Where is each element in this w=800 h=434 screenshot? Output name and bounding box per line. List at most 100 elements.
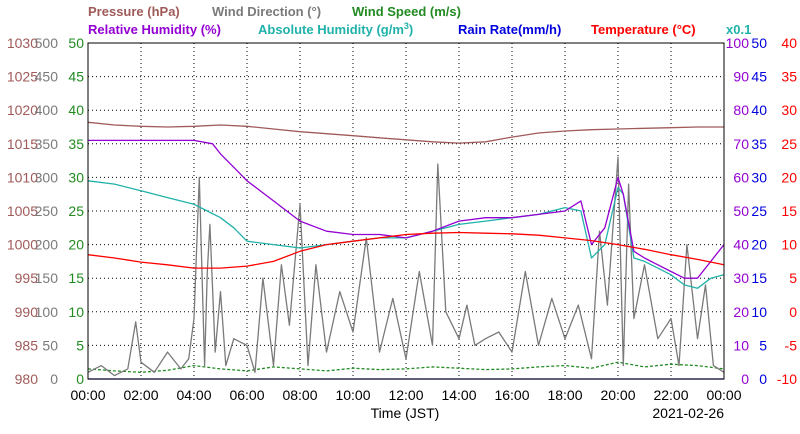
wind-speed-tick-label: 30	[68, 169, 84, 185]
wind-dir-tick-label: 350	[35, 136, 59, 152]
x-tick-label: 12:00	[388, 387, 423, 403]
rain-tick-label: 20	[751, 237, 767, 253]
temperature-tick-label: 35	[781, 69, 797, 85]
x-tick-label: 00:00	[70, 387, 105, 403]
temperature-tick-label: -10	[777, 371, 797, 387]
humidity-tick-label: 90	[733, 69, 749, 85]
wind-dir-tick-label: 300	[35, 169, 59, 185]
wind-dir-tick-label: 500	[35, 35, 59, 51]
rain-tick-label: 0	[759, 371, 767, 387]
rain-tick-label: 15	[751, 270, 767, 286]
x-tick-label: 20:00	[600, 387, 635, 403]
series-humidity	[87, 180, 725, 289]
chart-date: 2021-02-26	[652, 405, 724, 421]
temperature-tick-label: 0	[789, 304, 797, 320]
right-axes: 1009080706050403020100504540353025201510…	[726, 35, 798, 387]
wind-dir-tick-label: 250	[35, 203, 59, 219]
relative-humidity-title: Relative Humidity (%)	[88, 22, 221, 37]
pressure-tick-label: 1025	[7, 69, 38, 85]
series-wind_dir	[87, 156, 725, 377]
wind-speed-title: Wind Speed (m/s)	[352, 4, 461, 19]
temperature-tick-label: 25	[781, 136, 797, 152]
humidity-tick-label: 50	[733, 203, 749, 219]
wind-speed-tick-label: 10	[68, 304, 84, 320]
temperature-tick-label: 5	[789, 270, 797, 286]
x-tick-label: 00:00	[706, 387, 741, 403]
wind-speed-tick-label: 50	[68, 35, 84, 51]
absolute-humidity-title: Absolute Humidity (g/m3)	[258, 21, 413, 37]
rain-tick-label: 40	[751, 102, 767, 118]
rain-tick-label: 5	[759, 337, 767, 353]
wind-dir-tick-label: 450	[35, 69, 59, 85]
temperature-tick-label: 30	[781, 102, 797, 118]
humidity-tick-label: 0	[741, 371, 749, 387]
wind-speed-tick-label: 5	[76, 337, 84, 353]
wind-speed-tick-label: 20	[68, 237, 84, 253]
pressure-tick-label: 1010	[7, 169, 38, 185]
temperature-tick-label: 40	[781, 35, 797, 51]
pressure-tick-label: 1015	[7, 136, 38, 152]
wind-speed-tick-label: 25	[68, 203, 84, 219]
series-wind_speed	[87, 361, 725, 373]
x-tick-label: 16:00	[494, 387, 529, 403]
rain-tick-label: 25	[751, 203, 767, 219]
pressure-tick-label: 985	[15, 337, 39, 353]
humidity-tick-label: 10	[733, 337, 749, 353]
temperature-title: Temperature (°C)	[591, 22, 696, 37]
humidity-tick-label: 100	[726, 35, 750, 51]
wind-dir-tick-label: 0	[50, 371, 58, 387]
wind-dir-tick-label: 200	[35, 237, 59, 253]
x-tick-label: 22:00	[653, 387, 688, 403]
x-tick-label: 06:00	[229, 387, 264, 403]
wind-dir-tick-label: 100	[35, 304, 59, 320]
wind-speed-tick-label: 15	[68, 270, 84, 286]
x-tick-label: 10:00	[335, 387, 370, 403]
pressure-tick-label: 1030	[7, 35, 38, 51]
temperature-tick-label: 15	[781, 203, 797, 219]
left-axes: 1030102510201015101010051000995990985980…	[7, 35, 84, 387]
temperature-tick-label: 10	[781, 237, 797, 253]
humidity-tick-label: 70	[733, 136, 749, 152]
humidity-tick-label: 20	[733, 304, 749, 320]
series-temperature	[87, 231, 725, 269]
x-tick-label: 18:00	[547, 387, 582, 403]
humidity-tick-label: 80	[733, 102, 749, 118]
x-tick-label: 04:00	[176, 387, 211, 403]
scale-note: x0.1	[726, 22, 751, 37]
pressure-tick-label: 1020	[7, 102, 38, 118]
wind-speed-tick-label: 45	[68, 69, 84, 85]
rain-tick-label: 35	[751, 136, 767, 152]
pressure-title: Pressure (hPa)	[88, 4, 180, 19]
humidity-tick-label: 40	[733, 237, 749, 253]
wind-dir-tick-label: 400	[35, 102, 59, 118]
pressure-tick-label: 980	[15, 371, 39, 387]
rain-tick-label: 45	[751, 69, 767, 85]
x-tick-label: 14:00	[441, 387, 476, 403]
pressure-tick-label: 1000	[7, 237, 38, 253]
wind-dir-tick-label: 150	[35, 270, 59, 286]
plot-area	[87, 121, 725, 380]
plot-frame	[87, 42, 725, 380]
x-tick-label: 02:00	[123, 387, 158, 403]
temperature-tick-label: 20	[781, 169, 797, 185]
rain-rate-title: Rain Rate(mm/h)	[458, 22, 561, 37]
x-axis: 00:00 02:00 04:00 06:00 08:00 10:00 12:00 14:00…	[70, 387, 741, 403]
humidity-tick-label: 30	[733, 270, 749, 286]
rain-tick-label: 30	[751, 169, 767, 185]
wind-speed-tick-label: 35	[68, 136, 84, 152]
chart-header: Pressure (hPa) Wind Direction (°) Wind S…	[88, 4, 751, 37]
temperature-tick-label: -5	[785, 337, 798, 353]
rain-tick-label: 50	[751, 35, 767, 51]
wind-speed-tick-label: 40	[68, 102, 84, 118]
humidity-tick-label: 60	[733, 169, 749, 185]
grid	[88, 43, 724, 379]
pressure-tick-label: 990	[15, 304, 39, 320]
series-humidity	[88, 139, 725, 279]
x-axis-title: Time (JST)	[371, 405, 440, 421]
wind-dir-tick-label: 50	[42, 337, 58, 353]
series-pressure	[87, 121, 724, 144]
x-tick-label: 08:00	[282, 387, 317, 403]
pressure-tick-label: 995	[15, 270, 39, 286]
pressure-tick-label: 1005	[7, 203, 38, 219]
